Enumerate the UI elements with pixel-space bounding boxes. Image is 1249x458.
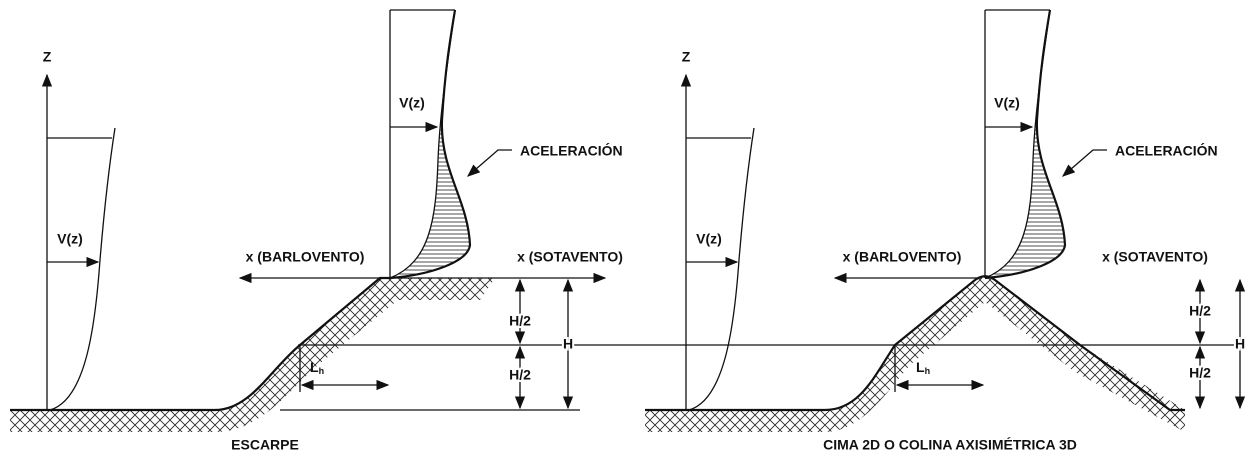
downwind-label: x (SOTAVENTO) (1102, 249, 1208, 265)
velocity-label: V(z) (696, 231, 722, 247)
leader-line (467, 149, 512, 177)
velocity-label: V(z) (399, 95, 425, 111)
length-subscript: h (319, 366, 325, 376)
half-height-label: H/2 (1189, 303, 1211, 319)
z-label: Z (43, 49, 52, 65)
acceleration-area (390, 10, 470, 278)
length-subscript: h (925, 366, 931, 376)
half-height-label: H/2 (1189, 365, 1211, 381)
length-main: L (310, 359, 319, 375)
reference-profile (984, 9, 1051, 279)
velocity-label: V(z) (57, 231, 83, 247)
acceleration-label: ACELERACIÓN (1115, 142, 1218, 159)
z-label: Z (682, 49, 691, 65)
ground-hatch (645, 278, 1185, 432)
caption: ESCARPE (231, 437, 299, 453)
upwind-profile (49, 127, 116, 411)
escarpment-panel: Z V(z) V(z) ACELERACIÓN x (BARLOVENTO) x… (10, 9, 623, 453)
half-height-label: H/2 (509, 367, 531, 383)
velocity-label: V(z) (994, 95, 1020, 111)
upwind-label: x (BARLOVENTO) (246, 249, 365, 265)
half-height-label: H/2 (509, 313, 531, 329)
height-label: H (1235, 336, 1245, 352)
length-label: Lh (916, 359, 930, 377)
hill-panel: Z V(z) V(z) ACELERACIÓN x (BARLOVENTO) x… (645, 9, 1247, 453)
length-label: Lh (310, 359, 324, 377)
acceleration-label: ACELERACIÓN (520, 142, 623, 159)
caption: CIMA 2D O COLINA AXISIMÉTRICA 3D (823, 437, 1077, 453)
length-main: L (916, 359, 925, 375)
ground-hatch (10, 278, 495, 432)
upwind-label: x (BARLOVENTO) (843, 249, 962, 265)
downwind-label: x (SOTAVENTO) (517, 249, 623, 265)
upwind-profile (688, 127, 755, 411)
reference-profile (389, 9, 456, 279)
height-label: H (563, 336, 573, 352)
acceleration-area (985, 10, 1065, 278)
leader-line (1062, 149, 1107, 177)
